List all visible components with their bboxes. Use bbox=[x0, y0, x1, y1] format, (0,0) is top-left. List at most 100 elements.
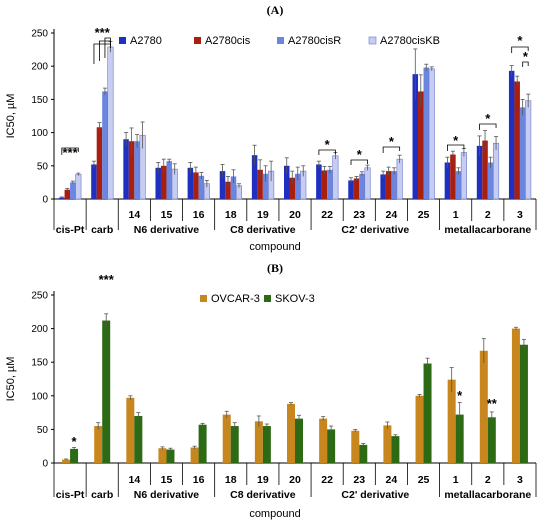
significance-bracket bbox=[318, 149, 336, 155]
bar-a2780 bbox=[155, 167, 161, 199]
legend-swatch bbox=[200, 295, 207, 302]
bar-ovcar-3 bbox=[479, 350, 488, 463]
x-axis-label: compound bbox=[249, 241, 300, 253]
significance-bracket bbox=[522, 61, 529, 67]
bar-skov-3 bbox=[70, 448, 79, 463]
bar-a2780 bbox=[348, 180, 354, 199]
bar-a2780cisr bbox=[359, 173, 365, 199]
bar-a2780cisr bbox=[519, 107, 526, 199]
x-tick-label: 1 bbox=[453, 209, 459, 221]
legend-label: A2780 bbox=[130, 35, 162, 47]
bar-skov-3 bbox=[455, 414, 464, 463]
bar-a2780 bbox=[476, 145, 483, 199]
bar-a2780 bbox=[444, 162, 451, 199]
legend-swatch bbox=[277, 37, 284, 44]
bar-skov-3 bbox=[262, 426, 271, 463]
bar-a2780ciskb bbox=[364, 167, 371, 200]
x-tick-label: 2 bbox=[485, 209, 491, 221]
legend-swatch bbox=[264, 295, 271, 302]
legend-label: OVCAR-3 bbox=[211, 293, 260, 305]
significance-label: *** bbox=[99, 272, 115, 287]
group-label: C8 derivative bbox=[230, 489, 296, 501]
bar-a2780 bbox=[219, 171, 226, 199]
panel-label: (B) bbox=[267, 261, 283, 275]
bar-ovcar-3 bbox=[415, 395, 424, 463]
bar-a2780 bbox=[412, 74, 419, 199]
legend-swatch bbox=[194, 37, 201, 44]
legend-swatch bbox=[368, 36, 377, 45]
y-tick-label: 150 bbox=[31, 358, 48, 369]
bar-ovcar-3 bbox=[254, 421, 263, 463]
y-tick-label: 50 bbox=[37, 161, 49, 172]
bar-a2780ciskb bbox=[332, 155, 339, 200]
x-tick-label: 23 bbox=[353, 209, 365, 221]
bar-a2780cis bbox=[96, 127, 103, 199]
x-tick-label: 19 bbox=[257, 474, 269, 486]
bar-ovcar-3 bbox=[126, 397, 135, 463]
bar-ovcar-3 bbox=[511, 328, 520, 463]
bar-a2780cisr bbox=[166, 161, 172, 199]
significance-label: * bbox=[457, 388, 463, 403]
x-tick-label: 18 bbox=[225, 209, 237, 221]
group-label: N6 derivative bbox=[134, 489, 200, 501]
legend-label: A2780cisKB bbox=[380, 35, 440, 47]
bar-a2780 bbox=[187, 167, 194, 199]
y-axis-label: IC50, µM bbox=[5, 94, 17, 139]
x-tick-label: 22 bbox=[321, 209, 333, 221]
significance-label: * bbox=[517, 33, 523, 48]
significance-label: * bbox=[357, 147, 363, 162]
y-axis-label: IC50, µM bbox=[5, 357, 17, 402]
bar-a2780ciskb bbox=[107, 46, 114, 200]
bar-ovcar-3 bbox=[319, 418, 328, 463]
significance-label: * bbox=[485, 111, 491, 126]
x-tick-label: 25 bbox=[418, 474, 430, 486]
bar-a2780cisr bbox=[423, 67, 430, 199]
bar-a2780 bbox=[91, 164, 97, 199]
group-label: cis-Pt bbox=[56, 224, 85, 236]
bar-skov-3 bbox=[230, 426, 239, 463]
x-tick-label: 15 bbox=[161, 209, 173, 221]
x-tick-label: 16 bbox=[193, 474, 205, 486]
bar-a2780cisr bbox=[487, 162, 494, 199]
significance-label: * bbox=[325, 137, 331, 152]
significance-bracket bbox=[511, 46, 529, 53]
bar-a2780cisr bbox=[230, 176, 237, 199]
bar-a2780cis bbox=[385, 171, 392, 199]
bar-ovcar-3 bbox=[158, 448, 167, 463]
bar-ovcar-3 bbox=[351, 430, 360, 463]
bar-a2780 bbox=[251, 155, 258, 199]
group-label: C8 derivative bbox=[230, 224, 296, 236]
bar-a2780 bbox=[284, 165, 290, 199]
bar-skov-3 bbox=[487, 417, 496, 463]
y-tick-label: 0 bbox=[42, 195, 48, 206]
bar-skov-3 bbox=[166, 449, 175, 463]
significance-bracket bbox=[382, 146, 401, 153]
group-label: cis-Pt bbox=[56, 489, 85, 501]
x-tick-label: 14 bbox=[128, 209, 140, 221]
x-tick-label: 24 bbox=[386, 474, 398, 486]
legend-swatch bbox=[119, 37, 126, 44]
group-label: metallacarborane bbox=[444, 224, 531, 236]
bar-a2780cisr bbox=[262, 173, 269, 199]
bar-ovcar-3 bbox=[190, 447, 199, 463]
bar-ovcar-3 bbox=[94, 426, 103, 463]
bar-a2780cis bbox=[128, 141, 135, 199]
y-tick-label: 0 bbox=[42, 459, 48, 470]
bar-a2780cis bbox=[353, 178, 360, 199]
group-label: C2' derivative bbox=[341, 489, 409, 501]
significance-label: * bbox=[453, 133, 459, 148]
x-tick-label: 2 bbox=[485, 474, 491, 486]
bar-skov-3 bbox=[295, 418, 303, 463]
bar-skov-3 bbox=[198, 424, 207, 463]
bar-a2780cis bbox=[64, 189, 71, 199]
bar-a2780cis bbox=[514, 81, 520, 199]
group-label: metallacarborane bbox=[444, 489, 531, 501]
bar-skov-3 bbox=[391, 436, 400, 463]
significance-label: * bbox=[523, 49, 529, 64]
x-tick-label: 24 bbox=[386, 209, 398, 221]
bar-a2780cisr bbox=[327, 169, 333, 199]
bar-a2780cis bbox=[225, 181, 231, 199]
group-label: C2' derivative bbox=[341, 224, 409, 236]
bar-skov-3 bbox=[359, 444, 368, 463]
